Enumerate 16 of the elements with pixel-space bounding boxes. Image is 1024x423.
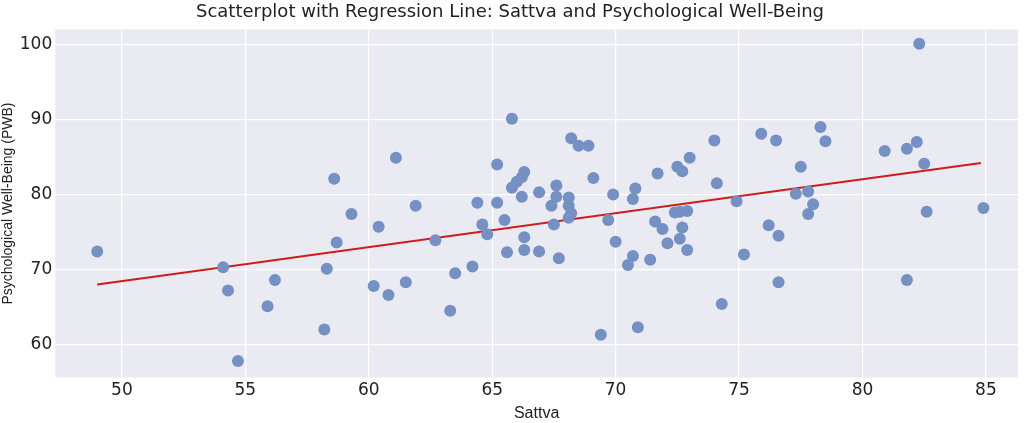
chart-title: Scatterplot with Regression Line: Sattva and Psychological Well-Being <box>195 0 825 22</box>
x-tick-label: 85 <box>975 379 997 400</box>
y-axis-title: Psychological Well-Being (PWB) <box>0 102 16 305</box>
x-axis-title: Sattva <box>513 403 560 421</box>
x-tick-label: 75 <box>728 379 750 400</box>
x-tick-label: 55 <box>234 379 257 400</box>
y-tick-label: 100 <box>19 33 53 54</box>
y-tick-label: 60 <box>30 332 53 353</box>
y-tick-label: 70 <box>30 257 53 278</box>
y-tick-label: 90 <box>30 107 53 128</box>
x-tick-label: 60 <box>357 379 380 400</box>
x-tick-label: 50 <box>111 379 133 400</box>
x-tick-label: 80 <box>851 379 874 400</box>
y-tick-label: 80 <box>30 182 53 203</box>
x-tick-label: 65 <box>481 379 504 400</box>
x-tick-label: 70 <box>604 379 627 400</box>
